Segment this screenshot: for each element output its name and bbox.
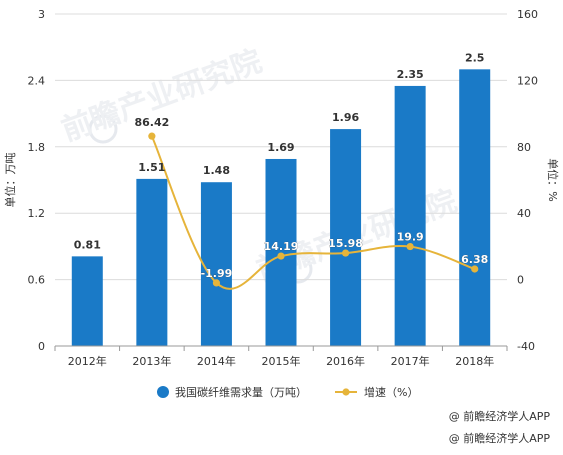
bar-value-label: 1.51 — [138, 161, 165, 174]
growth-value-label: 86.42 — [134, 116, 169, 129]
x-tick-label: 2017年 — [391, 354, 430, 368]
right-y-tick-label: 160 — [517, 8, 538, 21]
watermark-text: 前瞻产业研究院 — [57, 44, 266, 149]
growth-value-label: 14.19 — [264, 240, 299, 253]
bar — [71, 256, 103, 346]
legend-marker-growth — [342, 388, 350, 396]
x-tick-label: 2015年 — [262, 354, 301, 368]
growth-point — [406, 242, 414, 251]
growth-value-label: 6.38 — [461, 253, 488, 266]
bar-value-label: 2.5 — [465, 51, 485, 64]
bar-value-label: 2.35 — [397, 68, 424, 81]
right-y-tick-label: 80 — [517, 141, 531, 154]
bar — [200, 182, 232, 346]
left-y-tick-label: 3 — [38, 8, 45, 21]
source-note: @ 前瞻经济学人APP — [449, 431, 551, 445]
source-notes: @ 前瞻经济学人APP @ 前瞻经济学人APP — [449, 409, 551, 445]
x-tick-label: 2013年 — [132, 354, 171, 368]
watermark-logo-icon — [88, 114, 118, 144]
bar-value-label: 1.69 — [267, 141, 294, 154]
right-y-axis-title: 单位：% — [546, 158, 560, 201]
bar-value-label: 1.96 — [332, 111, 359, 124]
growth-point — [148, 132, 156, 140]
left-y-tick-label: 1.8 — [28, 141, 46, 154]
growth-point — [341, 249, 350, 257]
legend-label-growth: 增速（%） — [364, 385, 418, 399]
legend-marker-bars — [157, 386, 169, 398]
bar-value-label: 1.48 — [203, 164, 230, 177]
growth-value-label: 19.9 — [397, 231, 424, 244]
left-y-axis-title: 单位：万吨 — [3, 153, 17, 208]
growth-line — [148, 132, 479, 290]
x-tick-label: 2018年 — [455, 354, 494, 368]
growth-point — [277, 252, 285, 260]
right-y-tick-label: 120 — [517, 74, 538, 87]
x-tick-label: 2014年 — [197, 354, 236, 368]
growth-point — [212, 279, 221, 287]
source-note: @ 前瞻经济学人APP — [449, 409, 551, 423]
right-y-tick-label: -40 — [517, 340, 535, 353]
bar-value-label: 0.81 — [74, 238, 101, 251]
data-labels: 0.81 1.51 1.48 1.69 1.96 2.35 2.5 86.42 -1.99 14.… — [74, 51, 489, 280]
right-y-tick-label: 0 — [517, 274, 524, 287]
growth-value-label: -1.99 — [201, 267, 233, 280]
left-y-tick-label: 0 — [38, 340, 45, 353]
bar — [136, 178, 168, 346]
x-tick-label: 2012年 — [68, 354, 107, 368]
bar — [459, 69, 491, 346]
x-tick-label: 2016年 — [326, 354, 365, 368]
growth-point — [471, 265, 479, 273]
left-y-tick-label: 1.2 — [28, 207, 46, 220]
legend-label-bars: 我国碳纤维需求量（万吨） — [175, 385, 307, 399]
bar — [394, 85, 426, 346]
left-y-tick-label: 2.4 — [28, 74, 46, 87]
left-y-tick-label: 0.6 — [28, 274, 46, 287]
axes: 0 0.6 1.2 1.8 2.4 3 -40 0 40 80 120 160 2012年 2013年 20… — [3, 8, 560, 368]
legend: 我国碳纤维需求量（万吨） 增速（%） — [157, 385, 418, 399]
bars — [71, 69, 491, 346]
growth-value-label: 15.98 — [328, 237, 363, 250]
right-y-tick-label: 40 — [517, 207, 531, 220]
bar — [330, 129, 362, 346]
